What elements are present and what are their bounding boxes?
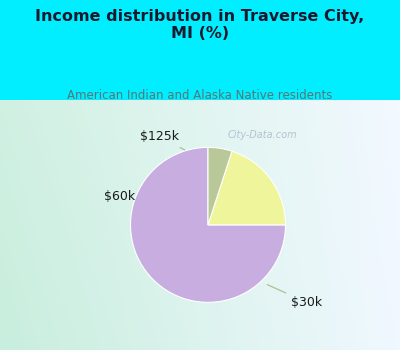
Text: $30k: $30k [267, 285, 322, 309]
Text: American Indian and Alaska Native residents: American Indian and Alaska Native reside… [67, 89, 333, 102]
Wedge shape [208, 147, 232, 225]
Wedge shape [130, 147, 286, 302]
Text: $60k: $60k [104, 190, 138, 204]
Text: Income distribution in Traverse City,
MI (%): Income distribution in Traverse City, MI… [35, 9, 365, 41]
Text: City-Data.com: City-Data.com [228, 130, 297, 140]
Wedge shape [208, 151, 286, 225]
Text: $125k: $125k [140, 131, 185, 150]
